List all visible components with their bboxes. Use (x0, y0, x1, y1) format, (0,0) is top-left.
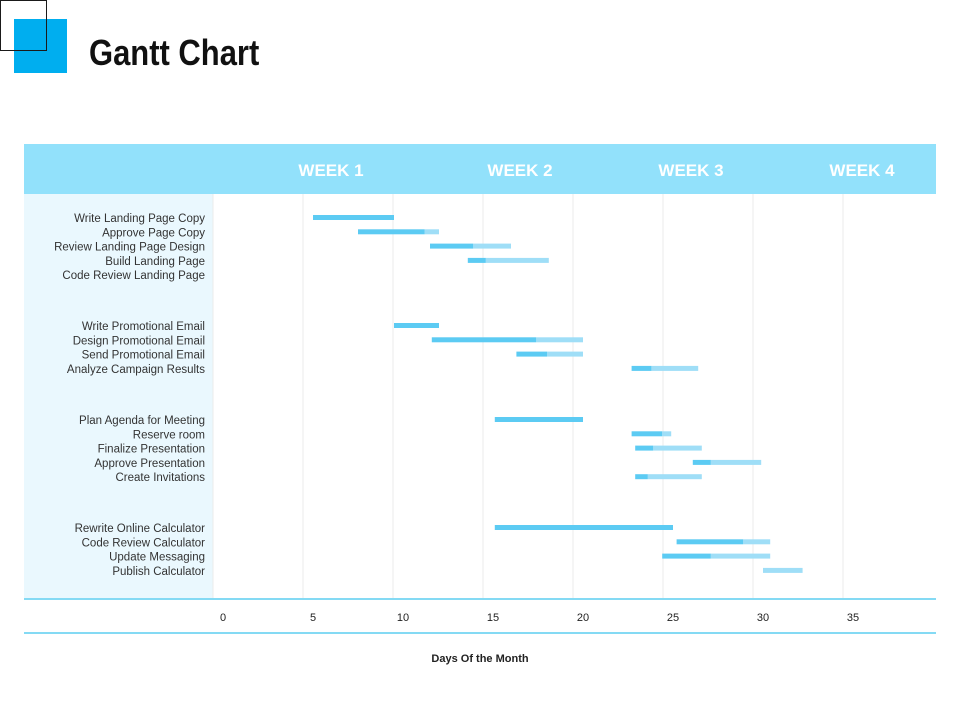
task-label: Reserve room (133, 429, 205, 441)
task-bar-done (313, 215, 394, 220)
task-label: Update Messaging (109, 552, 205, 564)
task-label: Code Review Landing Page (62, 270, 205, 282)
task-bar-done (676, 539, 744, 545)
task-label: Analyze Campaign Results (67, 364, 205, 376)
task-bar-remaining (647, 474, 702, 480)
x-tick-label: 35 (847, 612, 859, 624)
x-tick-label: 0 (220, 612, 226, 624)
task-bar-done (431, 337, 537, 343)
week-label-1: WEEK 1 (298, 161, 363, 180)
x-tick-label: 25 (667, 612, 679, 624)
logo-outline (0, 0, 47, 51)
week-label-2: WEEK 2 (487, 161, 552, 180)
task-bar-remaining (424, 229, 439, 235)
task-label-panel (24, 194, 213, 598)
task-label: Create Invitations (116, 472, 206, 484)
task-label: Publish Calculator (112, 566, 205, 578)
task-bar-done (394, 323, 439, 328)
task-label: Approve Presentation (94, 458, 205, 470)
task-label: Rewrite Online Calculator (75, 523, 206, 535)
task-label: Review Landing Page Design (54, 242, 205, 254)
task-bar-remaining (653, 445, 702, 451)
x-tick-label: 10 (397, 612, 409, 624)
week-header-band (24, 144, 936, 194)
task-bar-done (494, 417, 583, 422)
task-label: Approve Page Copy (102, 227, 205, 239)
task-bar-remaining (710, 553, 771, 559)
x-axis-label: Days Of the Month (431, 653, 528, 665)
task-bar-done (467, 257, 486, 263)
task-label: Design Promotional Email (73, 335, 205, 347)
x-tick-label: 5 (310, 612, 316, 624)
task-bar-done (631, 431, 663, 437)
task-bar-done (635, 474, 648, 480)
task-bar-done (635, 445, 654, 451)
task-bar-done (631, 365, 652, 371)
page-title: Gantt Chart (89, 32, 260, 73)
task-bar-remaining (710, 459, 762, 465)
task-bar-done (516, 351, 547, 357)
task-label: Plan Agenda for Meeting (79, 415, 205, 427)
task-bar-remaining (536, 337, 583, 343)
week-label-3: WEEK 3 (658, 161, 723, 180)
task-label: Send Promotional Email (82, 350, 205, 362)
week-label-4: WEEK 4 (829, 161, 895, 180)
task-label: Write Promotional Email (82, 321, 205, 333)
logo-square (14, 19, 67, 73)
task-label: Write Landing Page Copy (74, 213, 205, 225)
task-label: Code Review Calculator (82, 537, 206, 549)
task-bar-done (692, 459, 711, 465)
task-label: Build Landing Page (105, 256, 205, 268)
x-tick-label: 30 (757, 612, 769, 624)
task-label: Finalize Presentation (98, 444, 205, 456)
task-bar-remaining (743, 539, 771, 545)
task-bar-remaining (547, 351, 583, 357)
task-bar-remaining (651, 365, 699, 371)
x-tick-label: 15 (487, 612, 499, 624)
task-bar-done (494, 525, 673, 530)
task-bar-remaining (473, 243, 511, 249)
task-bar-remaining (662, 431, 672, 437)
task-bar-remaining (763, 567, 803, 573)
task-bar-remaining (485, 257, 549, 263)
task-bar-done (430, 243, 474, 249)
task-bar-done (662, 553, 711, 559)
x-tick-label: 20 (577, 612, 589, 624)
task-bar-done (358, 229, 425, 235)
